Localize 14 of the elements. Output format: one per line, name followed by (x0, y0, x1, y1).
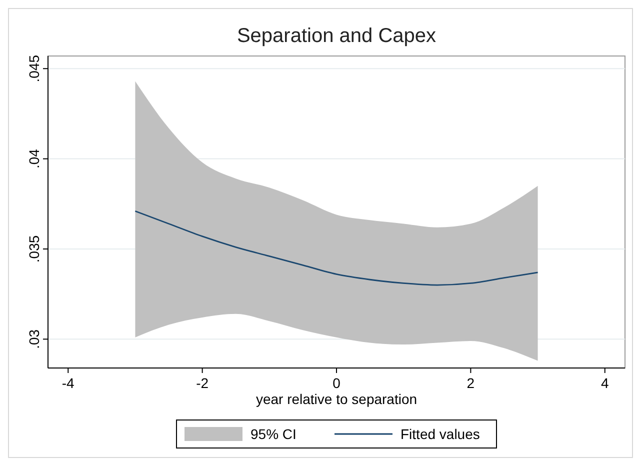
y-tick-label: .04 (26, 148, 42, 169)
y-tick-label: .035 (26, 235, 42, 263)
x-tick-label: 0 (332, 375, 341, 391)
legend-label: Fitted values (400, 426, 480, 442)
text: 95% CI (250, 426, 296, 442)
x-tick-label: 2 (466, 375, 475, 391)
y-tick-label: .03 (26, 329, 42, 349)
x-tick-label: 4 (600, 375, 609, 391)
y-tick-label: .045 (26, 54, 42, 82)
x-axis-title: year relative to separation (256, 391, 418, 407)
chart-title: Separation and Capex (236, 25, 436, 47)
x-tick-label: -4 (62, 375, 75, 391)
line-series (134, 210, 538, 286)
x-tick-label: -2 (196, 375, 209, 391)
